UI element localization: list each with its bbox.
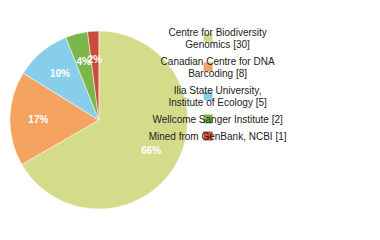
svg-text:Mined from GenBank, NCBI [1]: Mined from GenBank, NCBI [1] (149, 131, 287, 142)
svg-text:Canadian Centre for DNABarcodi: Canadian Centre for DNABarcoding [8] (161, 56, 275, 79)
svg-text:10%: 10% (50, 68, 70, 79)
svg-text:2%: 2% (88, 54, 103, 65)
svg-text:17%: 17% (28, 114, 48, 125)
svg-text:Wellcome Sanger Institute [2]: Wellcome Sanger Institute [2] (152, 114, 283, 125)
svg-text:Centre for BiodiversityGenomic: Centre for BiodiversityGenomics [30] (168, 27, 266, 50)
svg-text:66%: 66% (141, 145, 161, 156)
svg-text:4%: 4% (76, 56, 91, 67)
svg-text:Ilia State University,Institut: Ilia State University,Institute of Ecolo… (168, 85, 267, 108)
